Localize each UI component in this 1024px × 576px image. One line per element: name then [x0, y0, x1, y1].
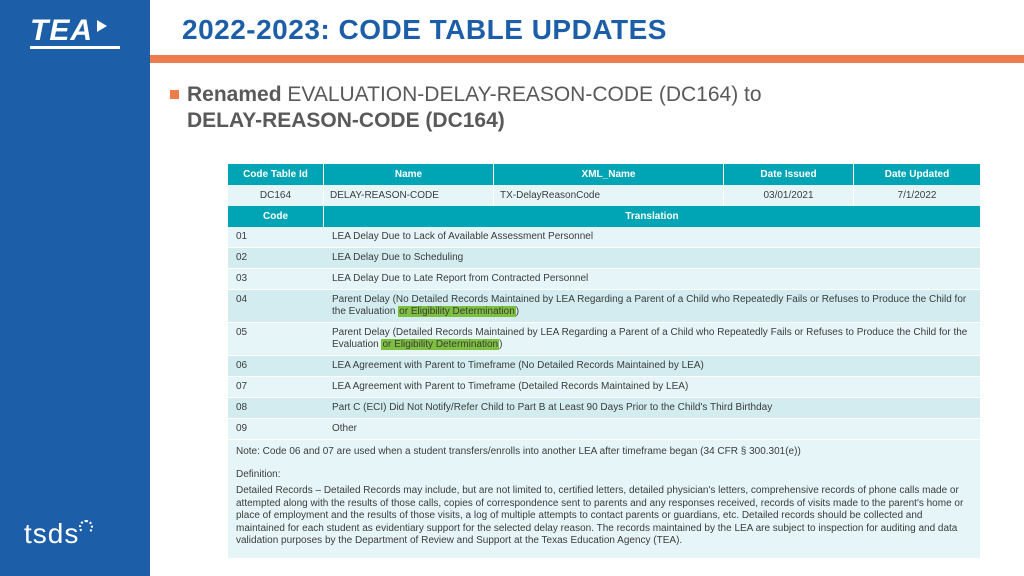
tsds-dots-icon — [79, 520, 93, 534]
cell-translation: Parent Delay (No Detailed Records Mainta… — [324, 290, 980, 322]
cell-code: 05 — [228, 323, 324, 355]
translation-post: ) — [516, 306, 519, 317]
table-row: 05Parent Delay (Detailed Records Maintai… — [228, 323, 980, 356]
cell-translation: LEA Delay Due to Late Report from Contra… — [324, 269, 980, 289]
table-row: 04Parent Delay (No Detailed Records Main… — [228, 290, 980, 323]
cell-xml: TX-DelayReasonCode — [494, 185, 724, 206]
tsds-logo-text: tsds — [24, 518, 79, 549]
table-row: 07LEA Agreement with Parent to Timeframe… — [228, 377, 980, 398]
code-table: Code Table Id Name XML_Name Date Issued … — [228, 164, 980, 558]
accent-bar — [150, 55, 1024, 63]
cell-code: 08 — [228, 398, 324, 418]
table-header-row-1: Code Table Id Name XML_Name Date Issued … — [228, 164, 980, 185]
col-header-issued: Date Issued — [724, 164, 854, 185]
bullet-square-icon — [170, 90, 179, 99]
table-body: 01LEA Delay Due to Lack of Available Ass… — [228, 227, 980, 440]
tea-logo-text: TEA — [30, 14, 93, 48]
col-header-name: Name — [324, 164, 494, 185]
cell-translation: LEA Delay Due to Scheduling — [324, 248, 980, 268]
cell-code: 02 — [228, 248, 324, 268]
col-header-updated: Date Updated — [854, 164, 980, 185]
tsds-logo: tsds — [24, 518, 93, 550]
table-row: 02LEA Delay Due to Scheduling — [228, 248, 980, 269]
cell-translation: LEA Agreement with Parent to Timeframe (… — [324, 377, 980, 397]
bullet-row: Renamed EVALUATION-DELAY-REASON-CODE (DC… — [170, 82, 990, 135]
cell-name: DELAY-REASON-CODE — [324, 185, 494, 206]
table-row: 01LEA Delay Due to Lack of Available Ass… — [228, 227, 980, 248]
cell-translation: Other — [324, 419, 980, 439]
cell-id: DC164 — [228, 185, 324, 206]
cell-code: 06 — [228, 356, 324, 376]
cell-translation: Parent Delay (Detailed Records Maintaine… — [324, 323, 980, 355]
cell-code: 09 — [228, 419, 324, 439]
col-header-code: Code — [228, 206, 324, 227]
table-top-row: DC164 DELAY-REASON-CODE TX-DelayReasonCo… — [228, 185, 980, 206]
cell-issued: 03/01/2021 — [724, 185, 854, 206]
translation-post: ) — [499, 339, 502, 350]
translation-highlight: or Eligibility Determination — [398, 306, 516, 317]
table-header-row-2: Code Translation — [228, 206, 980, 227]
tea-logo: TEA — [30, 14, 130, 49]
table-row: 09Other — [228, 419, 980, 440]
bullet-text2: DELAY-REASON-CODE (DC164) — [187, 109, 505, 132]
bullet-text1: EVALUATION-DELAY-REASON-CODE (DC164) to — [282, 83, 762, 106]
main-content: 2022-2023: CODE TABLE UPDATES Renamed EV… — [150, 0, 1024, 576]
cell-code: 03 — [228, 269, 324, 289]
footer-defn-label: Definition: — [236, 469, 972, 482]
col-header-id: Code Table Id — [228, 164, 324, 185]
col-header-translation: Translation — [324, 206, 980, 227]
cell-translation: Part C (ECI) Did Not Notify/Refer Child … — [324, 398, 980, 418]
cell-translation: LEA Agreement with Parent to Timeframe (… — [324, 356, 980, 376]
footer-defn: Detailed Records – Detailed Records may … — [236, 485, 972, 548]
cell-code: 07 — [228, 377, 324, 397]
cell-code: 04 — [228, 290, 324, 322]
bullet-text: Renamed EVALUATION-DELAY-REASON-CODE (DC… — [187, 82, 762, 135]
table-row: 08Part C (ECI) Did Not Notify/Refer Chil… — [228, 398, 980, 419]
translation-highlight: or Eligibility Determination — [381, 339, 499, 350]
col-header-xml: XML_Name — [494, 164, 724, 185]
cell-updated: 7/1/2022 — [854, 185, 980, 206]
page-title: 2022-2023: CODE TABLE UPDATES — [182, 14, 667, 46]
table-row: 06LEA Agreement with Parent to Timeframe… — [228, 356, 980, 377]
table-row: 03LEA Delay Due to Late Report from Cont… — [228, 269, 980, 290]
sidebar: TEA tsds — [0, 0, 150, 576]
cell-code: 01 — [228, 227, 324, 247]
footer-note: Note: Code 06 and 07 are used when a stu… — [236, 446, 972, 459]
cell-translation: LEA Delay Due to Lack of Available Asses… — [324, 227, 980, 247]
table-footer: Note: Code 06 and 07 are used when a stu… — [228, 440, 980, 558]
bullet-lead: Renamed — [187, 83, 282, 106]
